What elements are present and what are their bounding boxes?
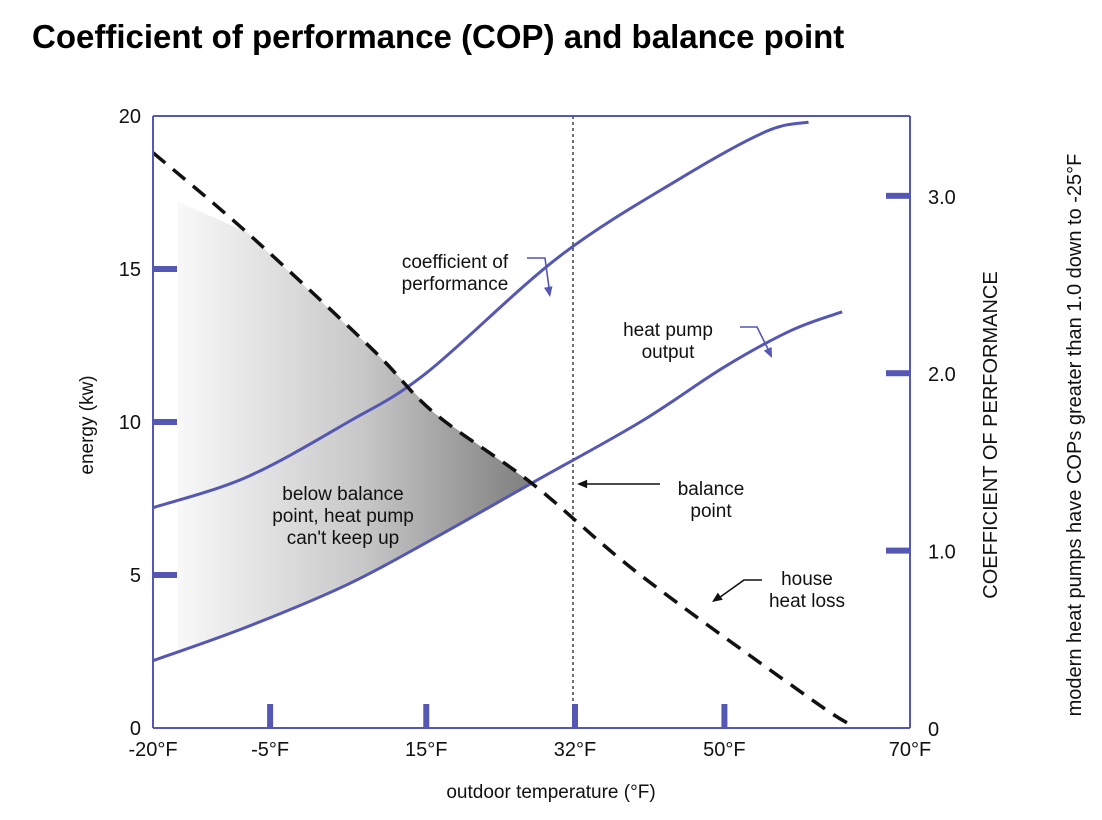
- cop-arrow-arrowhead: [544, 286, 553, 297]
- y-tick-label: 15: [119, 259, 141, 281]
- annotations: coefficient of performance heat pump output…: [272, 252, 845, 612]
- y-tick-label: 10: [119, 412, 141, 434]
- cop-line: [153, 120, 809, 510]
- y-tick-label: 0: [130, 718, 141, 740]
- y-tick-mark: [153, 266, 177, 272]
- loss-arrow-leader: [715, 579, 762, 601]
- x-tick-label: -20°F: [128, 739, 177, 761]
- loss-arrow-arrowhead: [712, 592, 723, 602]
- x-tick-label: -5°F: [251, 739, 289, 761]
- x-axis-title: outdoor temperature (°F): [446, 782, 655, 803]
- y2-tick-label: 1.0: [928, 542, 956, 564]
- x-tick-label: 50°F: [703, 739, 745, 761]
- y-tick-label: 20: [119, 106, 141, 128]
- y2-tick-mark: [886, 192, 910, 199]
- y2-tick-mark: [886, 547, 910, 554]
- output-arrow-arrowhead: [763, 347, 772, 358]
- below-balance-annotation: below balance point, heat pump can't keep …: [272, 484, 414, 549]
- x-tick-mark: [572, 704, 579, 728]
- y2-tick-mark: [886, 370, 910, 377]
- x-tick-mark: [423, 704, 430, 728]
- x-tick-mark: [721, 704, 728, 728]
- cop-annotation: coefficient of performance: [402, 252, 509, 295]
- cop-arrow-leader: [527, 257, 551, 296]
- y-axis-title: energy (kw): [77, 375, 98, 474]
- y-tick-mark: [153, 572, 177, 578]
- x-tick-label: 32°F: [554, 739, 596, 761]
- balance-arrow-arrowhead: [577, 479, 588, 489]
- y2-tick-label: 0: [928, 719, 939, 741]
- x-tick-label: 15°F: [405, 739, 447, 761]
- house-heat-loss-line: [153, 151, 852, 727]
- y-tick-label: 5: [130, 565, 141, 587]
- output-arrow-leader: [740, 326, 772, 356]
- plot-area: [153, 116, 852, 728]
- y-tick-mark: [153, 419, 177, 425]
- x-tick-mark: [267, 704, 274, 728]
- chart-title: Coefficient of performance (COP) and bal…: [32, 18, 844, 55]
- output-annotation: heat pump output: [623, 320, 713, 363]
- loss-annotation: house heat loss: [769, 569, 845, 612]
- balance-annotation: balance point: [678, 479, 745, 522]
- shaded-region: [153, 201, 532, 661]
- x-tick-label: 70°F: [889, 739, 931, 761]
- y2-axis-title: COEFFICIENT OF PERFORMANCE: [980, 271, 1002, 598]
- y2-tick-label: 2.0: [928, 364, 956, 386]
- ticks: 0 5 10 15 20 0 1.0 2.0 3.0 -20°F -5°F 15°F 32°F 50°F 7…: [119, 106, 956, 761]
- y2-tick-label: 3.0: [928, 187, 956, 209]
- side-note: modern heat pumps have COPs greater than…: [1064, 154, 1086, 717]
